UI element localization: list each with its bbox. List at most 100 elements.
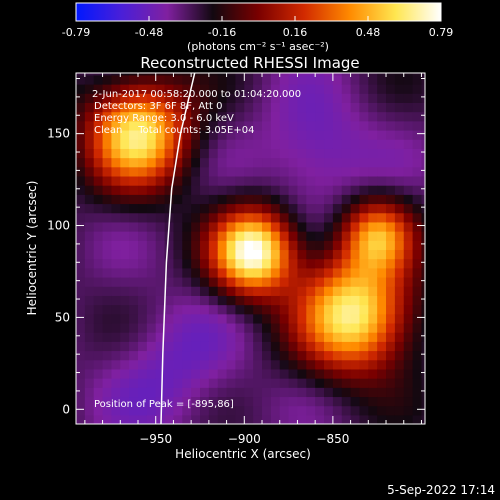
heatmap-cell bbox=[217, 276, 228, 287]
heatmap-cell bbox=[173, 203, 183, 214]
heatmap-cell bbox=[191, 276, 201, 287]
heatmap-cell bbox=[394, 73, 405, 76]
heatmap-cell bbox=[412, 93, 423, 103]
heatmap-cell bbox=[368, 111, 378, 122]
heatmap-cell bbox=[93, 258, 104, 269]
heatmap-cell bbox=[368, 258, 378, 269]
heatmap-cell bbox=[244, 93, 254, 103]
heatmap-cell bbox=[164, 148, 175, 159]
heatmap-cell bbox=[111, 332, 121, 342]
heatmap-cell bbox=[270, 231, 281, 241]
heatmap-cell bbox=[288, 203, 299, 214]
heatmap-cell bbox=[421, 387, 425, 398]
heatmap-cell bbox=[102, 276, 113, 287]
heatmap-cell bbox=[182, 405, 192, 416]
heatmap-cell bbox=[226, 240, 237, 251]
heatmap-cell bbox=[129, 185, 139, 195]
heatmap-cell bbox=[155, 341, 166, 352]
heatmap-cell bbox=[173, 286, 183, 296]
heatmap-cell bbox=[155, 194, 166, 205]
heatmap-cell bbox=[217, 240, 228, 251]
heatmap-cell bbox=[208, 231, 219, 241]
heatmap-cell bbox=[102, 166, 113, 177]
heatmap-cell bbox=[217, 93, 228, 103]
heatmap-cell bbox=[155, 84, 166, 94]
heatmap-cell bbox=[341, 368, 352, 379]
heatmap-cell bbox=[93, 368, 104, 379]
heatmap-cell bbox=[350, 84, 361, 94]
heatmap-cell bbox=[76, 129, 86, 140]
heatmap-cell bbox=[93, 120, 104, 131]
heatmap-cell bbox=[120, 194, 130, 205]
heatmap-cell bbox=[235, 139, 245, 149]
heatmap-cell bbox=[341, 258, 352, 269]
heatmap-cell bbox=[297, 295, 307, 306]
heatmap-cell bbox=[173, 414, 183, 424]
heatmap-cell bbox=[191, 102, 201, 113]
heatmap-cell bbox=[332, 84, 343, 94]
heatmap-cell bbox=[111, 221, 121, 232]
heatmap-cell bbox=[244, 414, 254, 424]
heatmap-cell bbox=[324, 313, 334, 324]
heatmap-cell bbox=[102, 286, 113, 296]
heatmap-cell bbox=[403, 313, 414, 324]
heatmap-cell bbox=[138, 258, 148, 269]
heatmap-cell bbox=[146, 231, 157, 241]
heatmap-cell bbox=[155, 111, 166, 122]
heatmap-cell bbox=[182, 111, 192, 122]
heatmap-cell bbox=[76, 221, 86, 232]
heatmap-cell bbox=[244, 295, 254, 306]
heatmap-cell bbox=[421, 73, 425, 76]
heatmap-cell bbox=[76, 313, 86, 324]
heatmap-cell bbox=[386, 295, 396, 306]
heatmap-cell bbox=[244, 120, 254, 131]
heatmap-cell bbox=[102, 387, 113, 398]
heatmap-cell bbox=[306, 231, 316, 241]
heatmap-cell bbox=[200, 84, 210, 94]
heatmap-cell bbox=[111, 212, 121, 223]
heatmap-cell bbox=[76, 185, 86, 195]
heatmap-cell bbox=[76, 175, 86, 186]
heatmap-cell bbox=[377, 175, 387, 186]
heatmap-cell bbox=[253, 359, 263, 370]
heatmap-cell bbox=[412, 73, 423, 76]
heatmap-cell bbox=[377, 359, 387, 370]
heatmap-cell bbox=[421, 148, 425, 159]
heatmap-cell bbox=[270, 129, 281, 140]
heatmap-cell bbox=[421, 221, 425, 232]
heatmap-cell bbox=[341, 240, 352, 251]
heatmap-cell bbox=[394, 258, 405, 269]
heatmap-cell bbox=[76, 148, 86, 159]
heatmap-cell bbox=[386, 387, 396, 398]
heatmap-cell bbox=[421, 74, 425, 85]
heatmap-cell bbox=[421, 157, 425, 168]
heatmap-cell bbox=[421, 212, 425, 223]
heatmap-cell bbox=[191, 414, 201, 424]
heatmap-cell bbox=[368, 332, 378, 342]
heatmap-cell bbox=[244, 102, 254, 113]
heatmap-cell bbox=[332, 203, 343, 214]
heatmap-cell bbox=[93, 295, 104, 306]
heatmap-cell bbox=[341, 111, 352, 122]
heatmap-cell bbox=[324, 322, 334, 333]
heatmap-cell bbox=[306, 405, 316, 416]
heatmap-cell bbox=[377, 93, 387, 103]
heatmap-cell bbox=[129, 231, 139, 241]
heatmap-cell bbox=[262, 396, 272, 407]
heatmap-cell bbox=[191, 185, 201, 195]
heatmap-cell bbox=[84, 194, 95, 205]
heatmap-cell bbox=[421, 267, 425, 278]
heatmap-cell bbox=[386, 249, 396, 260]
heatmap-cell bbox=[412, 74, 423, 85]
heatmap-cell bbox=[102, 295, 113, 306]
heatmap-cell bbox=[341, 378, 352, 388]
heatmap-cell bbox=[191, 332, 201, 342]
heatmap-cell bbox=[412, 322, 423, 333]
heatmap-cell bbox=[270, 203, 281, 214]
heatmap-cell bbox=[394, 111, 405, 122]
heatmap-cell bbox=[244, 276, 254, 287]
heatmap-cell bbox=[111, 240, 121, 251]
heatmap-cell bbox=[253, 368, 263, 379]
heatmap-cell bbox=[182, 341, 192, 352]
heatmap-cell bbox=[386, 414, 396, 424]
